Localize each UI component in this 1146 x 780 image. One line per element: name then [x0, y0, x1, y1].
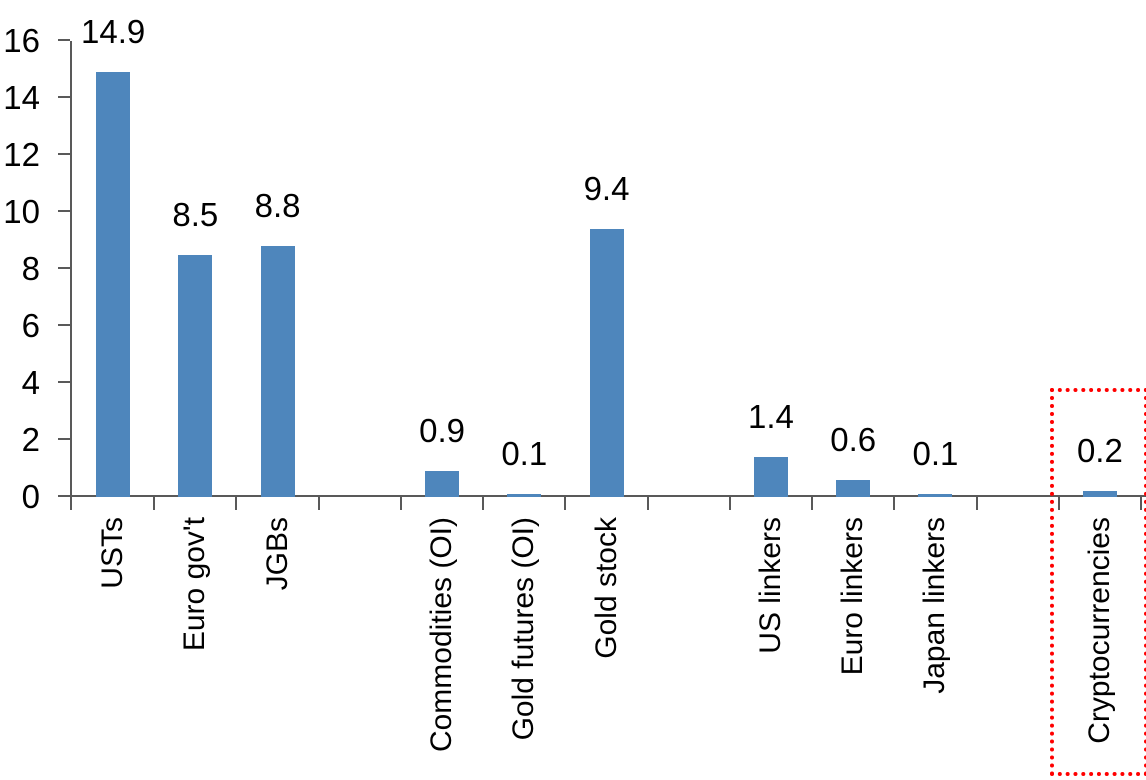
y-tick-label: 12: [3, 136, 40, 173]
x-tick: [317, 497, 320, 510]
y-tick-label: 6: [21, 307, 40, 344]
x-tick: [153, 497, 156, 510]
bar-value-label: 1.4: [748, 398, 794, 436]
bar-value-label: 8.5: [172, 195, 219, 233]
highlight-box: [1049, 388, 1146, 776]
bar: [589, 229, 624, 497]
x-category-label: US linkers: [753, 517, 787, 654]
bar: [96, 72, 131, 497]
y-tick-label: 10: [3, 193, 40, 230]
y-tick-label: 0: [21, 478, 40, 515]
x-tick: [564, 497, 567, 510]
bar-value-label: 9.4: [583, 170, 630, 208]
x-category-label: Gold futures (OI): [507, 517, 541, 741]
y-tick-label: 8: [21, 250, 40, 287]
y-tick-label: 16: [3, 22, 40, 59]
y-tick-label: 4: [21, 364, 40, 401]
bar-value-label: 0.6: [830, 420, 877, 458]
y-tick: [58, 381, 70, 383]
x-tick: [399, 497, 402, 510]
x-tick: [646, 497, 649, 510]
x-category-label: Japan linkers: [918, 517, 952, 694]
bar: [178, 254, 213, 497]
bar: [425, 471, 460, 497]
x-tick: [482, 497, 485, 510]
bar-value-label: 0.1: [912, 435, 959, 473]
x-tick: [235, 497, 238, 510]
bar-value-label: 0.2: [1076, 432, 1123, 470]
y-tick: [58, 495, 70, 497]
x-category-label: Commodities (OI): [425, 517, 459, 753]
x-tick: [1140, 497, 1142, 510]
y-tick: [58, 210, 70, 212]
x-category-label: Euro gov't: [178, 517, 212, 652]
bar: [918, 494, 953, 497]
y-tick: [58, 324, 70, 326]
y-axis: [70, 41, 72, 510]
x-category-label: Gold stock: [589, 517, 623, 659]
bar: [836, 479, 871, 497]
x-category-label: USTs: [96, 517, 130, 589]
x-tick: [893, 497, 896, 510]
bar: [507, 494, 542, 497]
x-tick: [728, 497, 731, 510]
bar-value-label: 14.9: [80, 13, 146, 51]
y-tick: [58, 438, 70, 440]
y-tick: [58, 96, 70, 98]
y-tick-label: 14: [3, 79, 40, 116]
x-tick: [811, 497, 814, 510]
bar: [260, 246, 295, 497]
x-category-label: JGBs: [260, 517, 294, 591]
bar-value-label: 0.9: [419, 412, 465, 450]
y-tick: [58, 153, 70, 155]
y-tick: [58, 39, 70, 41]
bar: [1082, 491, 1117, 497]
y-tick-label: 2: [21, 421, 40, 458]
x-category-label: Euro linkers: [836, 517, 870, 676]
bar-value-label: 0.1: [501, 435, 548, 473]
y-tick: [58, 267, 70, 269]
x-tick: [975, 497, 978, 510]
bar-value-label: 8.8: [254, 187, 301, 225]
x-tick: [1057, 497, 1060, 510]
bar: [753, 457, 788, 497]
